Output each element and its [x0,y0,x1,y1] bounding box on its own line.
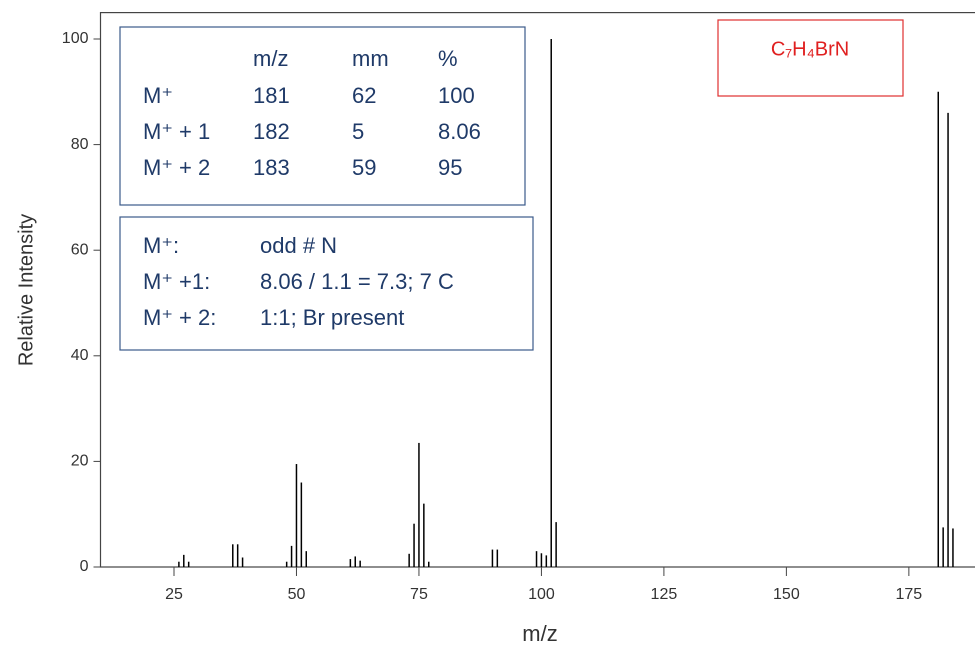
x-tick-label: 125 [651,586,678,603]
formula: C₇H₄BrN [771,38,849,60]
table-header: % [438,46,458,71]
table-cell: M⁺ [143,83,173,108]
y-axis-label: Relative Intensity [15,214,37,366]
y-tick-label: 40 [71,347,89,364]
y-tick-label: 20 [71,453,89,470]
table-cell: 95 [438,155,462,180]
x-tick-label: 100 [528,586,555,603]
table-cell: M⁺ + 1 [143,119,210,144]
x-tick-label: 75 [410,586,428,603]
x-tick-label: 175 [896,586,923,603]
x-tick-label: 50 [288,586,306,603]
x-tick-label: 25 [165,586,183,603]
interpretation-text: 8.06 / 1.1 = 7.3; 7 C [260,269,454,294]
table-header: m/z [253,46,288,71]
y-tick-label: 100 [62,30,89,47]
table-cell: M⁺ + 2 [143,155,210,180]
table-cell: 59 [352,155,376,180]
interpretation-text: M⁺ + 2: [143,305,216,330]
interpretation-text: 1:1; Br present [260,305,404,330]
y-tick-label: 60 [71,241,89,258]
table-cell: 8.06 [438,119,481,144]
table-cell: 5 [352,119,364,144]
y-tick-label: 0 [80,558,89,575]
y-tick-label: 80 [71,136,89,153]
interpretation-text: M⁺: [143,233,179,258]
table-cell: 182 [253,119,290,144]
table-cell: 183 [253,155,290,180]
table-header: mm [352,46,389,71]
interpretation-text: M⁺ +1: [143,269,210,294]
x-axis-label: m/z [522,621,557,646]
table-cell: 100 [438,83,475,108]
table-cell: 62 [352,83,376,108]
interpretation-text: odd # N [260,233,337,258]
table-cell: 181 [253,83,290,108]
x-tick-label: 150 [773,586,800,603]
